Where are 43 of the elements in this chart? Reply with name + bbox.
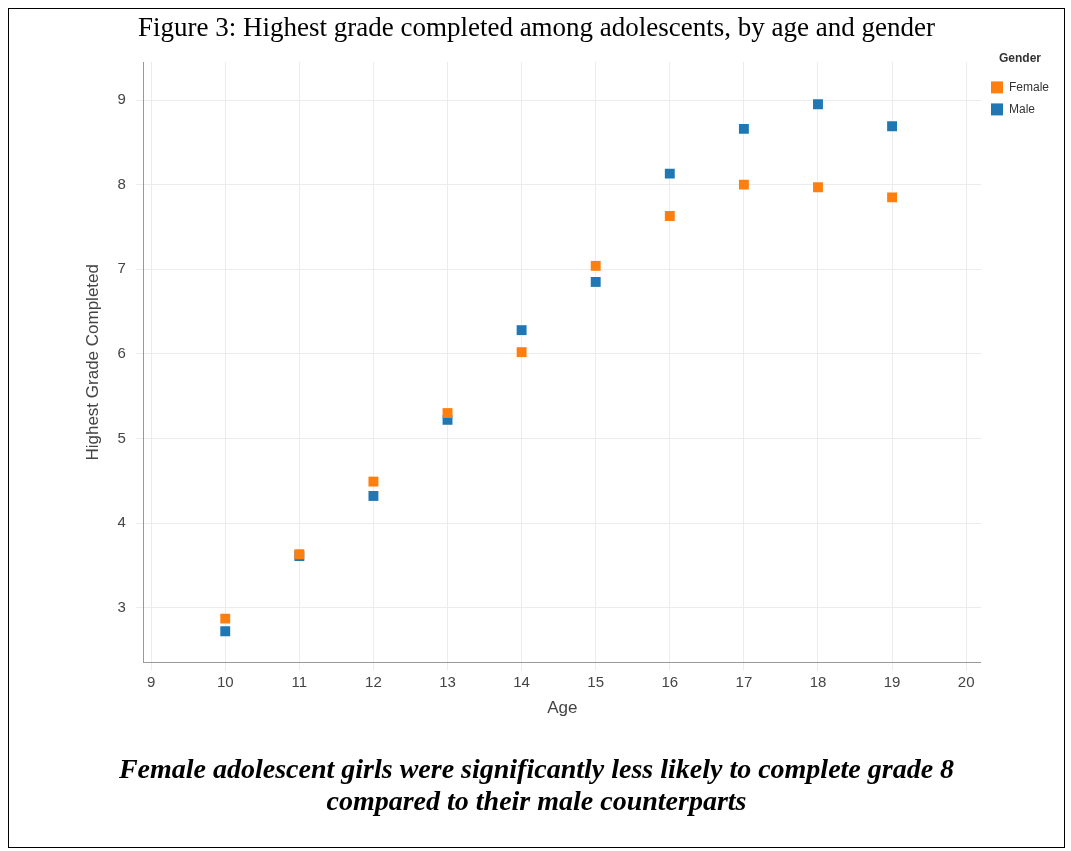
y-tick-label: 3	[117, 597, 126, 615]
x-tick-label: 15	[587, 672, 605, 690]
legend-title: Gender	[998, 51, 1042, 66]
point	[887, 192, 898, 203]
point	[442, 408, 453, 419]
point	[516, 325, 527, 336]
y-tick-label: 5	[117, 428, 126, 446]
point	[368, 476, 379, 487]
y-tick-label: 8	[117, 174, 126, 192]
x-tick-label: 20	[957, 672, 975, 690]
point	[813, 99, 823, 110]
point	[590, 260, 601, 271]
chart-title: Figure 3: Highest grade completed among adolescents, by age and gender	[137, 11, 936, 43]
text: Female adolescent girls were significantly less likely to complete grade 8 compared to their male counterparts	[117, 753, 956, 817]
y-tick-label: 4	[117, 513, 126, 531]
x-tick-label: 11	[291, 672, 308, 690]
x-tick-label: 16	[661, 672, 679, 690]
x-tick-label: 19	[883, 672, 901, 690]
point	[887, 121, 898, 132]
point	[738, 123, 749, 134]
x-tick-label: 13	[439, 672, 456, 690]
x-axis-title: Age	[547, 698, 578, 718]
point	[664, 211, 675, 221]
point	[220, 626, 231, 637]
point	[813, 182, 823, 193]
point	[590, 276, 601, 287]
x-tick-label: 10	[216, 672, 234, 690]
x-tick-label: 17	[735, 672, 753, 690]
x-tick-label: 14	[513, 672, 530, 690]
point	[368, 491, 379, 501]
y-tick-label: 6	[117, 343, 126, 361]
point	[516, 347, 527, 358]
y-tick-label: 7	[117, 259, 126, 277]
point	[738, 179, 749, 190]
y-tick-label: 9	[117, 90, 126, 108]
point	[220, 613, 231, 624]
legend-label: Female	[1008, 79, 1050, 94]
x-tick-label: 18	[809, 672, 827, 690]
point	[664, 168, 675, 179]
legend-label: Male	[1008, 101, 1036, 116]
x-tick-label: 12	[365, 672, 382, 690]
y-axis-title: Highest Grade Completed	[82, 264, 102, 461]
x-tick-label: 9	[146, 672, 156, 690]
